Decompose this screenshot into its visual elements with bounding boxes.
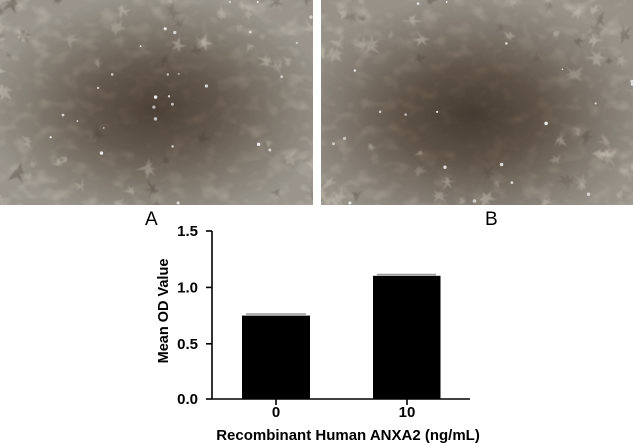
svg-text:Mean OD Value: Mean OD Value: [156, 259, 172, 364]
svg-text:1.5: 1.5: [177, 223, 198, 240]
svg-text:0: 0: [272, 404, 280, 421]
svg-text:0.5: 0.5: [177, 336, 198, 353]
svg-text:0.0: 0.0: [177, 391, 198, 408]
svg-text:Recombinant Human ANXA2 (ng/mL: Recombinant Human ANXA2 (ng/mL): [216, 427, 480, 444]
svg-text:10: 10: [399, 404, 416, 421]
svg-text:1.0: 1.0: [177, 279, 198, 296]
